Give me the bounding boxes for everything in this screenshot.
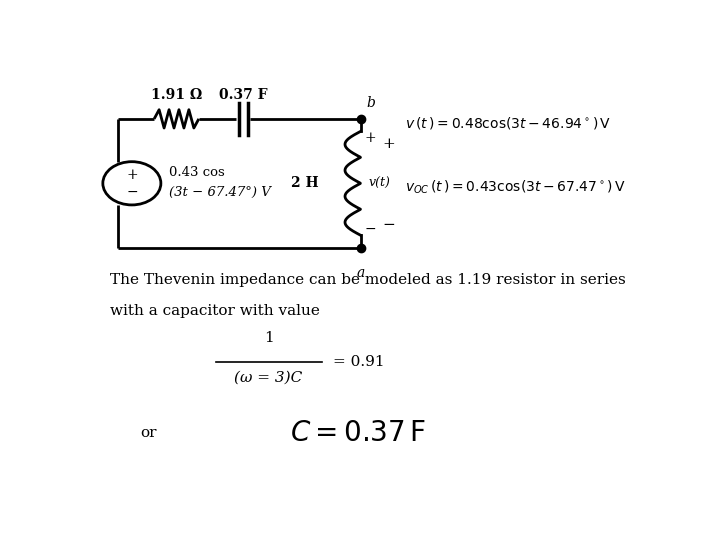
Text: $v_{OC}\,(t\,) = 0.43\cos(3t - 67.47^\circ)\,\mathrm{V}$: $v_{OC}\,(t\,) = 0.43\cos(3t - 67.47^\ci…: [405, 179, 626, 196]
Text: v(t): v(t): [369, 177, 391, 190]
Text: (3t − 67.47°) V: (3t − 67.47°) V: [169, 186, 271, 199]
Text: +: +: [382, 137, 395, 151]
Text: −: −: [365, 222, 377, 236]
Text: The Thevenin impedance can be modeled as 1.19 resistor in series: The Thevenin impedance can be modeled as…: [109, 273, 625, 287]
Text: with a capacitor with value: with a capacitor with value: [109, 304, 320, 318]
Text: 1.91 Ω: 1.91 Ω: [151, 88, 202, 102]
Text: +: +: [126, 168, 138, 182]
Text: b: b: [366, 96, 375, 110]
Text: $v\,(t\,) = 0.48\cos(3t - 46.94^\circ)\,\mathrm{V}$: $v\,(t\,) = 0.48\cos(3t - 46.94^\circ)\,…: [405, 115, 611, 131]
Text: (ω = 3)C: (ω = 3)C: [235, 370, 302, 384]
Text: 0.37 F: 0.37 F: [219, 88, 268, 102]
Text: 0.43 cos: 0.43 cos: [169, 166, 225, 179]
Text: +: +: [365, 131, 377, 145]
Text: a: a: [356, 266, 365, 280]
Text: $C = 0.37\,\mathrm{F}$: $C = 0.37\,\mathrm{F}$: [289, 419, 426, 447]
Text: or: or: [140, 426, 157, 440]
Text: = 0.91: = 0.91: [333, 355, 384, 369]
Text: −: −: [382, 218, 395, 232]
Text: 2 H: 2 H: [291, 176, 319, 190]
Text: −: −: [126, 185, 138, 199]
Text: 1: 1: [264, 332, 274, 346]
